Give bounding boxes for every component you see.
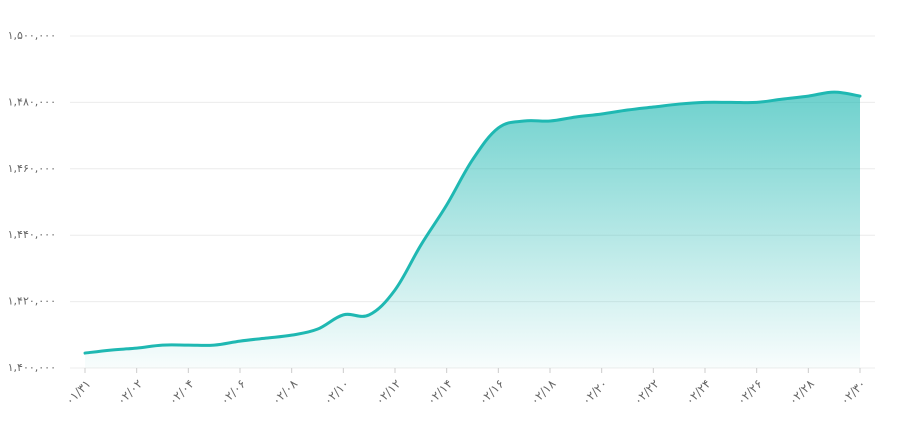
y-tick-label: ۱,۴۶۰,۰۰۰ — [8, 162, 56, 175]
y-tick-label: ۱,۴۲۰,۰۰۰ — [8, 295, 56, 308]
x-tick-label: ۰۲/۲۴ — [683, 377, 714, 408]
x-tick-label: ۰۲/۱۴ — [424, 377, 455, 408]
x-tick-label: ۰۲/۱۸ — [528, 376, 559, 407]
x-tick-label: ۰۲/۲۸ — [786, 376, 817, 407]
area-fill — [85, 92, 860, 368]
x-tick-label: ۰۱/۳۱ — [63, 377, 94, 408]
x-tick-label: ۰۲/۲۲ — [631, 377, 662, 408]
x-tick-label: ۰۲/۰۴ — [166, 377, 197, 408]
x-tick-label: ۰۲/۳۰ — [838, 377, 869, 408]
y-tick-label: ۱,۵۰۰,۰۰۰ — [8, 29, 56, 42]
x-tick-label: ۰۲/۰۲ — [114, 377, 145, 408]
x-tick-label: ۰۲/۱۲ — [373, 377, 404, 408]
x-tick-label: ۰۲/۱۰ — [321, 377, 352, 408]
x-tick-label: ۰۲/۰۸ — [269, 376, 300, 407]
x-tick-label: ۰۲/۲۰ — [579, 377, 610, 408]
x-tick-label: ۰۲/۰۶ — [218, 377, 249, 408]
x-tick-label: ۰۲/۲۶ — [734, 377, 765, 408]
y-tick-label: ۱,۴۰۰,۰۰۰ — [8, 361, 56, 374]
x-tick-label: ۰۲/۱۶ — [476, 377, 507, 408]
line — [83, 90, 862, 355]
y-tick-label: ۱,۴۴۰,۰۰۰ — [8, 228, 56, 241]
y-tick-label: ۱,۴۸۰,۰۰۰ — [8, 95, 56, 108]
